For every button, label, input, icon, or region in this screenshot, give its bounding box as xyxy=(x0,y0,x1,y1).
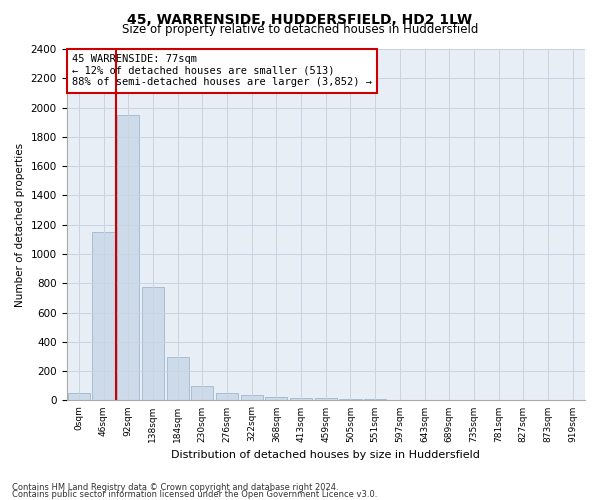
Bar xyxy=(68,393,90,400)
Text: Size of property relative to detached houses in Huddersfield: Size of property relative to detached ho… xyxy=(122,22,478,36)
Bar xyxy=(216,393,238,400)
Bar xyxy=(290,398,312,400)
Y-axis label: Number of detached properties: Number of detached properties xyxy=(15,142,25,307)
Text: 45 WARRENSIDE: 77sqm
← 12% of detached houses are smaller (513)
88% of semi-deta: 45 WARRENSIDE: 77sqm ← 12% of detached h… xyxy=(72,54,372,88)
Bar xyxy=(314,398,337,400)
Bar xyxy=(265,397,287,400)
Bar xyxy=(340,399,362,400)
Bar xyxy=(241,396,263,400)
Bar xyxy=(92,232,115,400)
Bar xyxy=(191,386,214,400)
Text: Contains HM Land Registry data © Crown copyright and database right 2024.: Contains HM Land Registry data © Crown c… xyxy=(12,484,338,492)
Bar xyxy=(142,287,164,401)
Bar xyxy=(167,356,189,401)
Text: 45, WARRENSIDE, HUDDERSFIELD, HD2 1LW: 45, WARRENSIDE, HUDDERSFIELD, HD2 1LW xyxy=(127,12,473,26)
Text: Contains public sector information licensed under the Open Government Licence v3: Contains public sector information licen… xyxy=(12,490,377,499)
X-axis label: Distribution of detached houses by size in Huddersfield: Distribution of detached houses by size … xyxy=(172,450,480,460)
Bar xyxy=(117,115,139,401)
